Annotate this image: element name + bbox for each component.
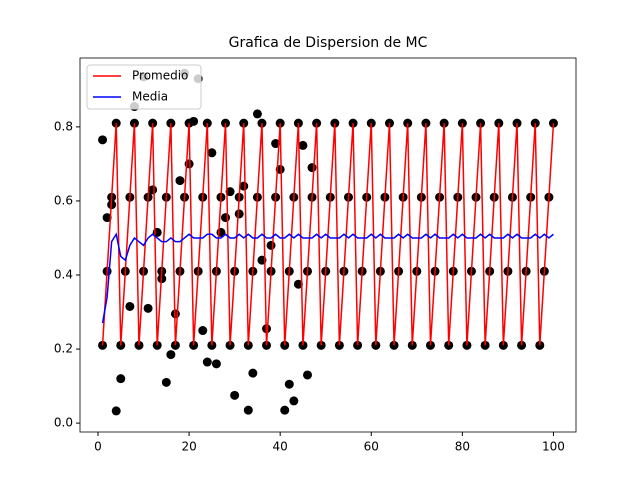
scatter-point [271,139,281,149]
scatter-point [303,370,313,380]
scatter-point [166,350,176,360]
scatter-point [211,359,221,369]
scatter-point [111,406,121,416]
scatter-point [125,301,135,311]
scatter-point [175,176,185,186]
scatter-point [207,148,217,158]
x-tick-label: 100 [542,440,565,454]
scatter-point [293,279,303,289]
scatter-point [239,181,249,191]
scatter-point [116,374,126,384]
scatter-point [252,109,262,119]
scatter-point [289,396,299,406]
scatter-point [284,379,294,389]
x-tick-label: 40 [273,440,288,454]
x-tick-label: 60 [364,440,379,454]
x-tick-label: 0 [94,440,102,454]
y-tick-label: 0.8 [54,119,73,133]
y-tick-label: 0.6 [54,193,73,207]
y-tick-label: 0.4 [54,267,73,281]
scatter-point [266,240,276,250]
chart-title: Grafica de Dispersion de MC [229,35,428,51]
series-line [101,123,555,346]
scatter-point [202,357,212,367]
scatter-point [280,405,290,415]
series-line [101,232,554,324]
scatter-point [234,209,244,219]
x-tick-label: 20 [181,440,196,454]
x-tick-label: 80 [455,440,470,454]
scatter-point [243,405,253,415]
scatter-point [230,390,240,400]
scatter-point [298,140,308,150]
y-tick-label: 0.0 [54,416,73,430]
legend-label: Promedio [132,69,188,83]
scatter-point [225,187,235,197]
scatter-point [102,213,112,223]
scatter-point [98,135,108,145]
scatter-point [198,326,208,336]
scatter-point [307,163,317,173]
scatter-point [221,213,231,223]
plot-frame [79,57,577,433]
legend-label: Media [132,90,168,104]
scatter-point [161,377,171,387]
scatter-point [143,303,153,313]
scatter-point [148,185,158,195]
scatter-point [189,116,199,126]
y-tick-label: 0.2 [54,342,73,356]
scatter-point [248,368,258,378]
